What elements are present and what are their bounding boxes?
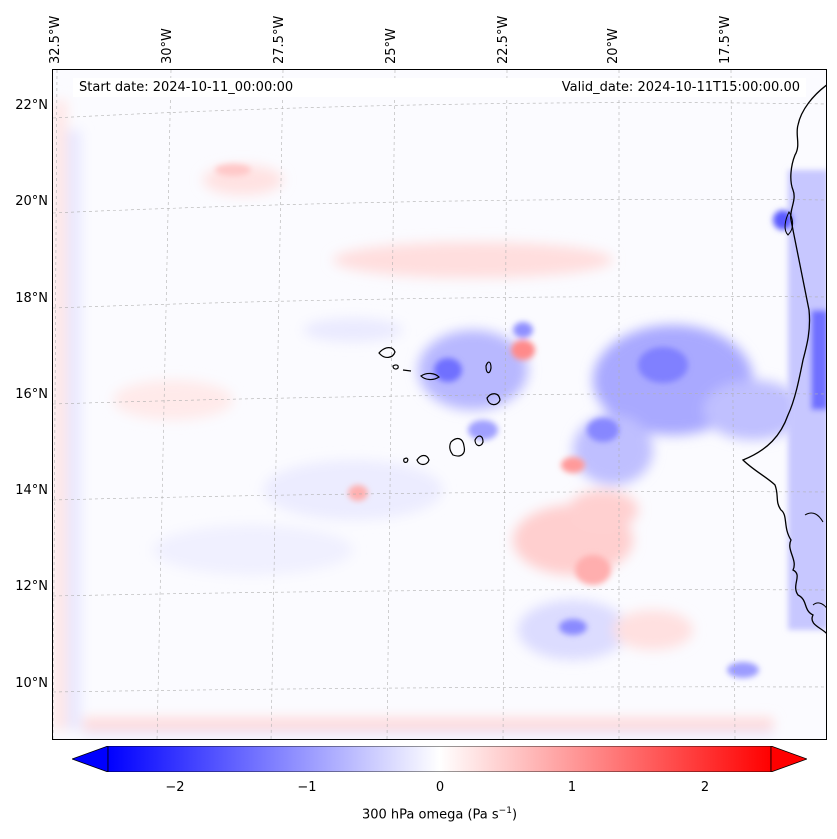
lat-label-18n: 18°N [15, 291, 48, 306]
island-sal [485, 361, 492, 374]
lat-label-14n: 14°N [15, 483, 48, 498]
lat-label-22n: 22°N [15, 98, 48, 113]
omega-field-patches [53, 100, 803, 738]
island-fogo [416, 454, 430, 466]
colorbar-ramp [107, 746, 772, 772]
map-header: Start date: 2024-10-11_00:00:00 Valid_da… [73, 78, 806, 97]
island-boa-vista [486, 393, 501, 406]
island-brava [403, 457, 409, 463]
coastline [741, 84, 826, 634]
lon-label-30w: 30°W [160, 28, 175, 64]
lat-label-10n: 10°N [15, 676, 48, 691]
lon-label-17-5w: 17.5°W [718, 15, 733, 64]
colorbar-tick-0: 0 [435, 780, 445, 795]
lat-label-12n: 12°N [15, 579, 48, 594]
cape-verde-islands [378, 347, 501, 466]
colorbar-max-extend [770, 746, 807, 772]
start-date-label: Start date: 2024-10-11_00:00:00 [79, 80, 294, 95]
colorbar [72, 746, 807, 772]
island-maio [474, 435, 484, 447]
island-sao-vicente [392, 364, 399, 370]
coast-detail [784, 211, 794, 236]
island-sao-nicolau [420, 372, 440, 381]
island-santa-luzia [402, 369, 412, 372]
graticule [53, 70, 826, 739]
island-santo-antao [378, 347, 396, 358]
omega-map-panel: Start date: 2024-10-11_00:00:00 Valid_da… [52, 69, 827, 740]
lat-label-16n: 16°N [15, 387, 48, 402]
coast-detail [812, 602, 826, 609]
lat-label-20n: 20°N [15, 194, 48, 209]
colorbar-tick-minus2: −2 [165, 780, 185, 795]
lon-label-27-5w: 27.5°W [272, 15, 287, 64]
lon-label-25w: 25°W [384, 28, 399, 64]
colorbar-tick-1: 1 [567, 780, 577, 795]
valid-date-label: Valid_date: 2024-10-11T15:00:00.00 [561, 80, 800, 95]
coast-detail [804, 512, 824, 523]
lon-label-22-5w: 22.5°W [496, 15, 511, 64]
omega-field-svg [53, 70, 826, 739]
colorbar-tick-2: 2 [700, 780, 710, 795]
omega-field-cells [215, 164, 826, 678]
lon-label-32-5w: 32.5°W [48, 15, 63, 64]
island-santiago [449, 437, 466, 457]
lon-label-20w: 20°W [606, 28, 621, 64]
colorbar-min-extend [72, 746, 109, 772]
colorbar-label: 300 hPa omega (Pa s−1) [361, 806, 518, 823]
colorbar-tick-minus1: −1 [297, 780, 317, 795]
